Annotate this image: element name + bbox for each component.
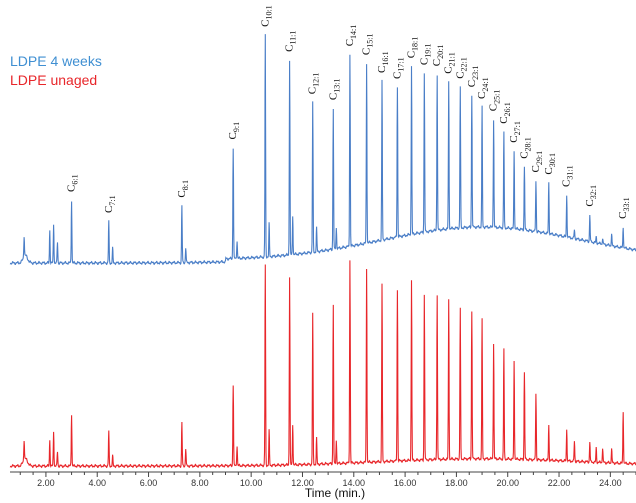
peak-label-text: C11:1 [284,31,298,52]
peak-label-c13-1: C13:1 [327,79,341,101]
peak-label-text: C15:1 [361,34,375,56]
series-ldpe-unaged-layer [9,260,636,469]
peak-label-text: C23:1 [466,66,480,88]
peak-label-text: C16:1 [376,51,390,73]
x-tick-label: 18.00 [445,478,468,488]
peak-label-c16-1: C16:1 [376,51,390,73]
series-ldpe-4-weeks-layer [9,34,636,266]
x-tick-label: 14.00 [343,478,366,488]
peak-label-c20-1: C20:1 [431,45,445,67]
x-tick-label: 22.00 [548,478,571,488]
peak-label-text: C17:1 [391,57,405,79]
peak-label-c7-1: C7:1 [103,195,117,213]
peak-label-c22-1: C22:1 [454,57,468,79]
peak-label-text: C6:1 [66,174,80,192]
peak-label-text: C30:1 [543,153,557,175]
peak-label-c27-1: C27:1 [508,121,522,143]
x-tick-label: 12.00 [291,478,314,488]
peak-label-text: C10:1 [259,5,273,27]
x-axis: 2.00 4.00 6.00 8.00 10.00 12.00 14.00 16.00 18.0… [10,471,636,488]
peak-label-text: C22:1 [454,57,468,79]
peak-label-c30-1: C30:1 [543,153,557,175]
peak-label-c21-1: C21:1 [443,52,457,74]
x-tick-label: 10.00 [240,478,263,488]
x-tick-label: 20.00 [496,478,519,488]
series-line-ldpe-4-weeks [9,34,636,266]
x-tick-label: 6.00 [140,478,158,488]
peak-label-c29-1: C29:1 [530,151,544,173]
peak-label-c32-1: C32:1 [584,185,598,207]
peak-label-text: C7:1 [103,195,117,213]
peak-label-text: C24:1 [476,77,490,99]
peak-label-text: C19:1 [418,44,432,66]
peak-label-c24-1: C24:1 [476,77,490,99]
peak-label-c25-1: C25:1 [488,90,502,112]
legend-entry-ldpe-unaged: LDPE unaged [10,72,98,88]
peak-label-text: C9:1 [227,122,241,140]
x-tick-label: 16.00 [394,478,417,488]
legend-entry-ldpe-4-weeks: LDPE 4 weeks [10,53,102,69]
peak-label-c12-1: C12:1 [307,73,321,95]
peak-label-text: C33:1 [617,197,631,219]
peak-label-text: C21:1 [443,52,457,74]
peak-label-c18-1: C18:1 [406,37,420,59]
peak-label-text: C20:1 [431,45,445,67]
peak-label-c10-1: C10:1 [259,5,273,27]
peak-label-c19-1: C19:1 [418,44,432,66]
peak-label-c17-1: C17:1 [391,57,405,79]
peak-label-c11-1: C11:1 [284,31,298,52]
peak-label-text: C18:1 [406,37,420,59]
x-axis-title: Time (min.) [305,486,365,500]
x-tick-label: 4.00 [88,478,106,488]
peak-label-c26-1: C26:1 [498,102,512,124]
peak-label-text: C29:1 [530,151,544,173]
peak-label-text: C25:1 [488,90,502,112]
peak-label-text: C8:1 [176,180,190,198]
peak-label-c31-1: C31:1 [561,165,575,187]
peak-label-text: C14:1 [344,25,358,47]
peak-label-text: C27:1 [508,121,522,143]
peak-label-text: C32:1 [584,185,598,207]
peak-label-c9-1: C9:1 [227,122,241,140]
peak-label-text: C13:1 [327,79,341,101]
peak-label-text: C31:1 [561,165,575,187]
x-tick-label: 24.00 [599,478,622,488]
peak-label-text: C28:1 [518,137,532,159]
peak-label-c33-1: C33:1 [617,197,631,219]
peak-label-c23-1: C23:1 [466,66,480,88]
peak-label-c28-1: C28:1 [518,137,532,159]
peak-label-c14-1: C14:1 [344,25,358,47]
peak-label-c8-1: C8:1 [176,180,190,198]
peak-label-c6-1: C6:1 [66,174,80,192]
series-line-ldpe-unaged [9,260,636,469]
peak-label-c15-1: C15:1 [361,34,375,56]
peak-labels: C6:1 C7:1 C8:1 C9:1 C10:1 C11:1 C12:1 C13:1 C14:… [66,5,632,219]
x-tick-label: 2.00 [37,478,55,488]
peak-label-text: C12:1 [307,73,321,95]
peak-label-text: C26:1 [498,102,512,124]
x-tick-label: 8.00 [191,478,209,488]
